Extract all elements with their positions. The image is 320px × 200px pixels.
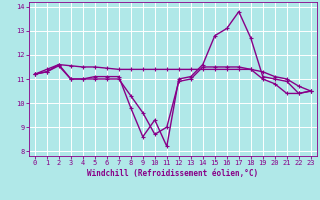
X-axis label: Windchill (Refroidissement éolien,°C): Windchill (Refroidissement éolien,°C) — [87, 169, 258, 178]
